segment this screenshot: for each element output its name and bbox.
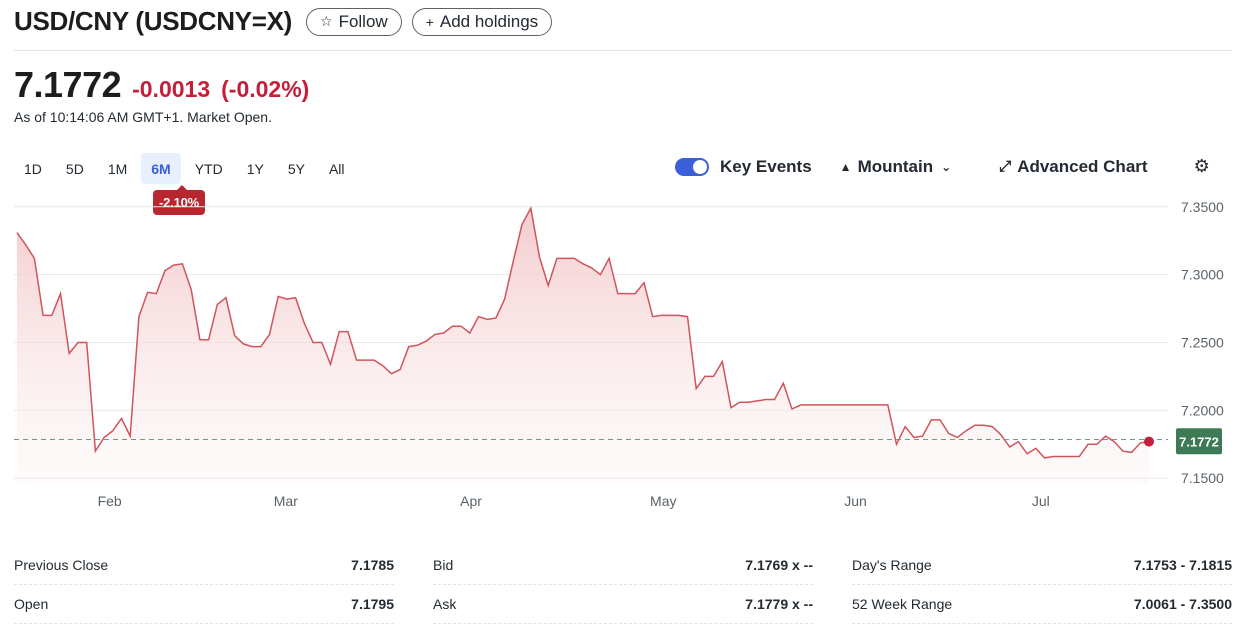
tab-5d[interactable]: 5D bbox=[65, 160, 84, 177]
stat-label: Bid bbox=[433, 557, 454, 573]
x-tick-label: Mar bbox=[274, 493, 298, 509]
add-holdings-label: Add holdings bbox=[439, 11, 539, 31]
range-performance-badge: -2.10% bbox=[153, 185, 205, 215]
stat-value: 7.1753 - 7.1815 bbox=[1133, 557, 1232, 573]
price-change-percent: (-0.02%) bbox=[221, 76, 310, 102]
stat-row-days-range: Day's Range 7.1753 - 7.1815 bbox=[852, 546, 1232, 585]
stat-row-previous-close: Previous Close 7.1785 bbox=[14, 546, 394, 585]
tab-5y[interactable]: 5Y bbox=[287, 160, 305, 177]
chart-svg: 7.3500 7.3000 7.2500 7.2000 7.1500 Feb Mar Apr… bbox=[14, 200, 1224, 509]
last-price-badge bbox=[1176, 428, 1222, 455]
price-chart[interactable]: 7.3500 7.3000 7.2500 7.2000 7.1500 Feb Mar Apr… bbox=[0, 200, 1251, 520]
follow-button[interactable]: ☆ Follow bbox=[306, 7, 402, 36]
y-tick-label: 7.3500 bbox=[1181, 200, 1224, 215]
as-of-timestamp: As of 10:14:06 AM GMT+1. Market Open. bbox=[14, 109, 272, 125]
price-block: 7.1772 -0.0013 (-0.02%) bbox=[14, 64, 309, 106]
expand-icon: ⤢ bbox=[999, 158, 1012, 175]
x-tick-label: Feb bbox=[98, 493, 122, 509]
tab-1d[interactable]: 1D bbox=[24, 160, 42, 177]
stat-row-open: Open 7.1795 bbox=[14, 585, 394, 624]
stat-row-ask: Ask 7.1779 x -- bbox=[433, 585, 813, 624]
stats-column-3: Day's Range 7.1753 - 7.1815 52 Week Rang… bbox=[852, 546, 1232, 624]
y-tick-label: 7.2000 bbox=[1181, 402, 1224, 418]
advanced-chart-label: Advanced Chart bbox=[1017, 156, 1148, 176]
header-divider bbox=[14, 50, 1232, 51]
x-tick-label: Apr bbox=[460, 493, 482, 509]
last-price-badge-text: 7.1772 bbox=[1179, 434, 1219, 449]
y-tick-label: 7.1500 bbox=[1181, 470, 1224, 486]
price-change: -0.0013 bbox=[132, 76, 211, 102]
stat-label: Previous Close bbox=[14, 557, 109, 573]
price-line bbox=[16, 205, 1150, 459]
add-holdings-button[interactable]: + Add holdings bbox=[411, 7, 553, 36]
current-price: 7.1772 bbox=[14, 64, 122, 105]
stat-value: 7.0061 - 7.3500 bbox=[1133, 596, 1232, 612]
key-events-toggle[interactable] bbox=[675, 157, 709, 176]
chevron-down-icon: ⌄ bbox=[941, 159, 952, 174]
tab-1m[interactable]: 1M bbox=[107, 160, 128, 177]
chart-type-label: Mountain bbox=[857, 156, 934, 176]
stat-row-bid: Bid 7.1769 x -- bbox=[433, 546, 813, 585]
price-area bbox=[17, 208, 1149, 485]
advanced-chart-button[interactable]: ⤢ Advanced Chart bbox=[999, 157, 1147, 177]
chart-type-dropdown[interactable]: ▲ Mountain ⌄ bbox=[840, 157, 952, 177]
page-title: USD/CNY (USDCNY=X) bbox=[14, 6, 292, 36]
stats-column-1: Previous Close 7.1785 Open 7.1795 bbox=[14, 546, 394, 624]
tab-ytd[interactable]: YTD bbox=[194, 160, 223, 177]
plus-icon: + bbox=[425, 13, 434, 30]
stats-column-2: Bid 7.1769 x -- Ask 7.1779 x -- bbox=[433, 546, 813, 624]
quote-header: USD/CNY (USDCNY=X) ☆ Follow + Add holdin… bbox=[14, 6, 553, 37]
x-tick-label: May bbox=[650, 493, 676, 509]
mountain-icon: ▲ bbox=[839, 159, 852, 174]
stat-label: 52 Week Range bbox=[852, 596, 953, 612]
key-events-label: Key Events bbox=[720, 156, 812, 176]
range-tabs: 1D 5D 1M 6M YTD 1Y 5Y All bbox=[14, 153, 359, 184]
gear-icon[interactable]: ⚙ bbox=[1193, 156, 1210, 176]
last-price-dot bbox=[1144, 436, 1154, 447]
stat-value: 7.1785 bbox=[351, 557, 394, 573]
tab-6m[interactable]: 6M bbox=[141, 153, 181, 184]
stat-row-52-week-range: 52 Week Range 7.0061 - 7.3500 bbox=[852, 585, 1232, 624]
stat-label: Ask bbox=[433, 596, 457, 612]
x-tick-label: Jun bbox=[844, 493, 867, 509]
tab-all[interactable]: All bbox=[328, 160, 345, 177]
stat-value: 7.1779 x -- bbox=[745, 596, 813, 612]
follow-label: Follow bbox=[338, 11, 388, 31]
star-icon: ☆ bbox=[320, 13, 333, 29]
stat-value: 7.1769 x -- bbox=[745, 557, 813, 573]
stat-label: Open bbox=[14, 596, 49, 612]
tab-1y[interactable]: 1Y bbox=[246, 160, 264, 177]
chart-toolbar: Key Events ▲ Mountain ⌄ ⤢ Advanced Chart… bbox=[675, 156, 1210, 177]
y-tick-label: 7.3000 bbox=[1181, 267, 1224, 283]
stat-value: 7.1795 bbox=[351, 596, 394, 612]
stat-label: Day's Range bbox=[852, 557, 932, 573]
x-tick-label: Jul bbox=[1032, 493, 1050, 509]
y-tick-label: 7.2500 bbox=[1181, 335, 1224, 351]
